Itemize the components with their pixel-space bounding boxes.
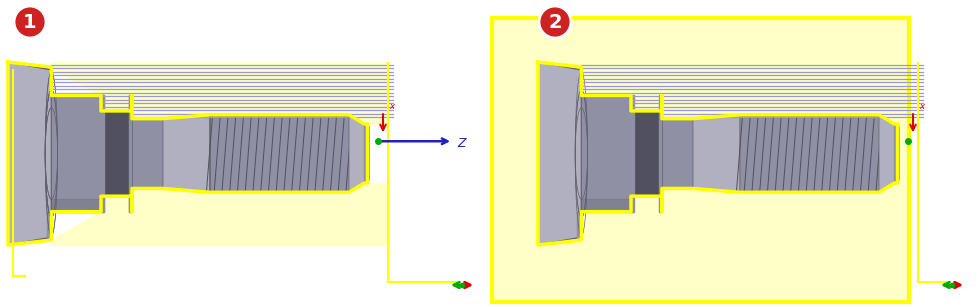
Polygon shape bbox=[52, 63, 388, 125]
Polygon shape bbox=[101, 95, 105, 212]
Polygon shape bbox=[740, 115, 879, 192]
Polygon shape bbox=[52, 184, 388, 246]
Polygon shape bbox=[47, 212, 52, 237]
Polygon shape bbox=[52, 95, 101, 212]
Polygon shape bbox=[101, 95, 105, 212]
Polygon shape bbox=[163, 115, 209, 192]
Polygon shape bbox=[349, 115, 364, 192]
Polygon shape bbox=[576, 212, 581, 237]
Polygon shape bbox=[658, 95, 662, 212]
Polygon shape bbox=[8, 62, 52, 245]
Polygon shape bbox=[101, 111, 132, 196]
Circle shape bbox=[539, 6, 571, 38]
Text: x: x bbox=[389, 102, 394, 111]
Polygon shape bbox=[129, 95, 132, 212]
Polygon shape bbox=[662, 119, 693, 188]
Circle shape bbox=[14, 6, 46, 38]
Polygon shape bbox=[581, 199, 631, 212]
Polygon shape bbox=[879, 115, 895, 192]
Bar bbox=[492, 18, 909, 302]
Polygon shape bbox=[209, 115, 349, 192]
Polygon shape bbox=[132, 119, 163, 188]
Polygon shape bbox=[8, 62, 52, 245]
Text: x: x bbox=[919, 102, 924, 111]
Polygon shape bbox=[47, 212, 52, 237]
Text: 2: 2 bbox=[548, 13, 562, 32]
Polygon shape bbox=[52, 199, 101, 212]
Text: 1: 1 bbox=[23, 13, 37, 32]
Polygon shape bbox=[163, 115, 209, 192]
Polygon shape bbox=[132, 119, 163, 188]
Polygon shape bbox=[538, 62, 581, 245]
Polygon shape bbox=[895, 124, 899, 183]
Polygon shape bbox=[209, 115, 349, 192]
Polygon shape bbox=[581, 95, 631, 212]
Polygon shape bbox=[693, 115, 740, 192]
Polygon shape bbox=[52, 95, 101, 212]
Polygon shape bbox=[364, 124, 369, 183]
Text: Z: Z bbox=[457, 137, 466, 150]
Polygon shape bbox=[631, 95, 634, 212]
Polygon shape bbox=[52, 199, 101, 212]
Polygon shape bbox=[349, 115, 364, 192]
Polygon shape bbox=[129, 95, 132, 212]
Polygon shape bbox=[101, 111, 132, 196]
Polygon shape bbox=[631, 111, 662, 196]
Polygon shape bbox=[364, 124, 369, 183]
